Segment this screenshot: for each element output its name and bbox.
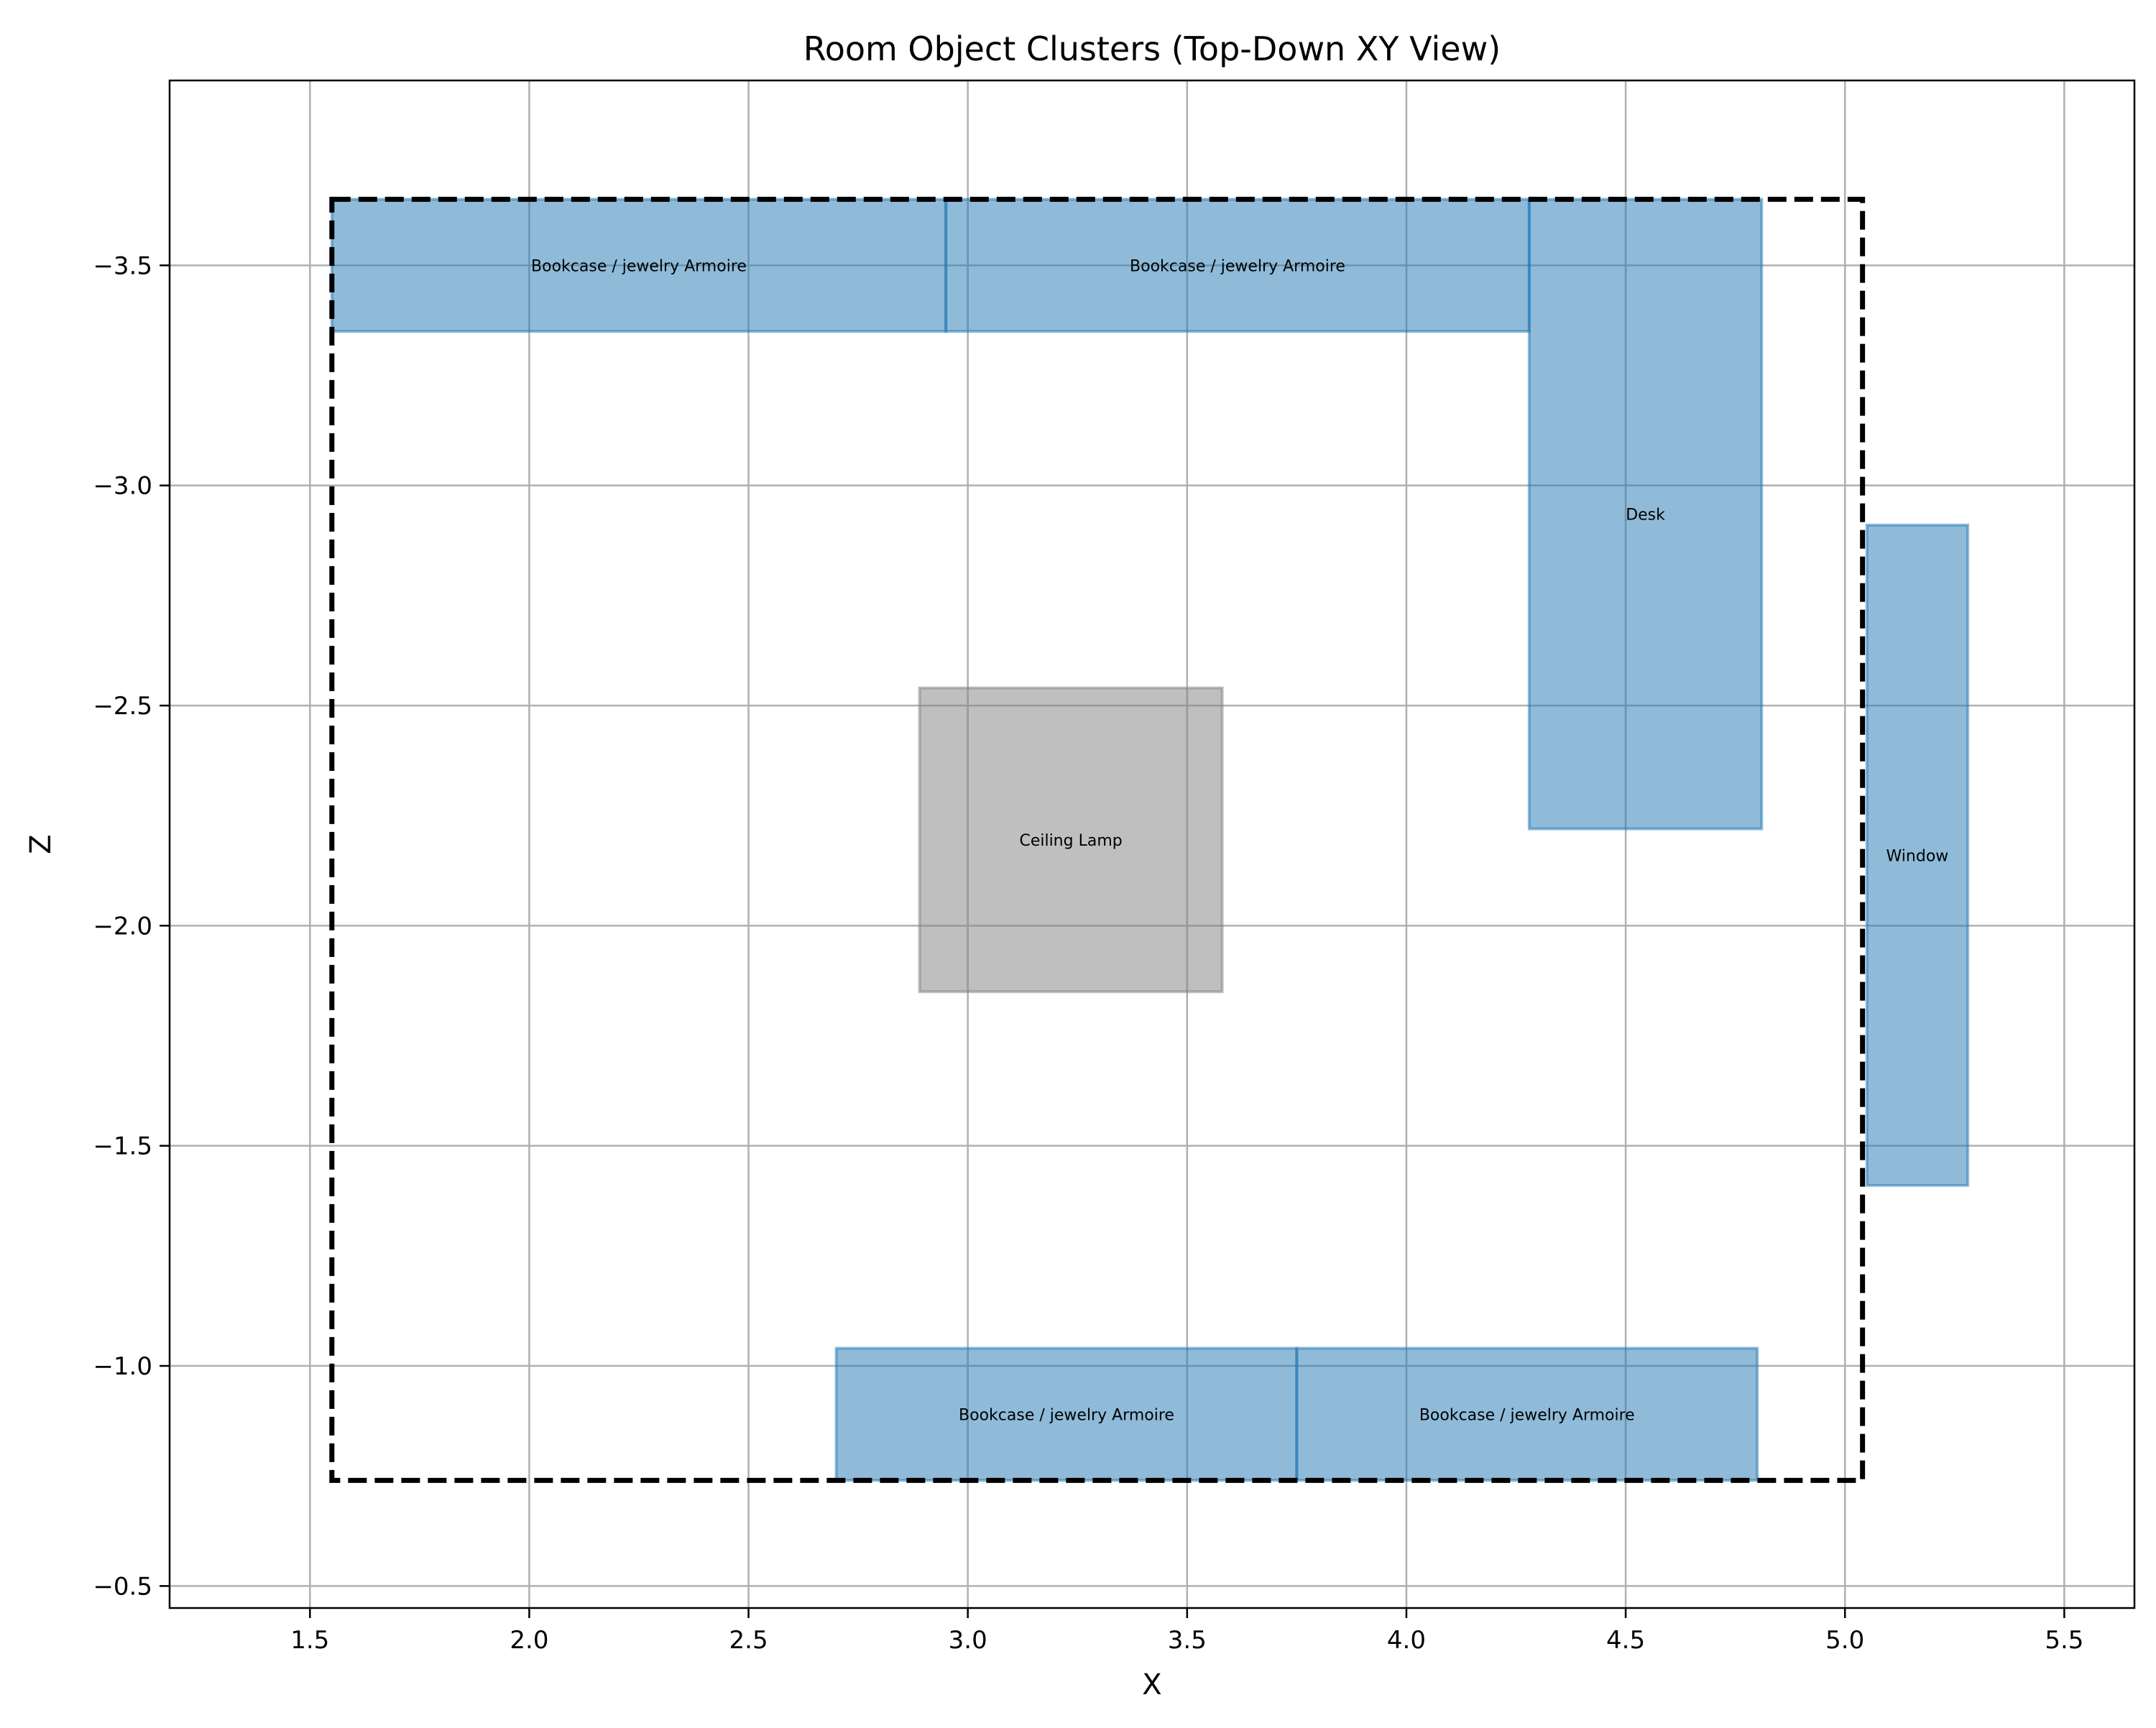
y-axis-label: Z [24,834,57,854]
plot-frame [168,79,2136,1609]
x-tick-label: 4.0 [1387,1626,1426,1655]
y-tick-label: −3.5 [93,251,152,280]
object-rect [918,686,1224,994]
object-rect [1295,1346,1759,1482]
object-rect [944,198,1531,333]
object-rect [1865,523,1970,1187]
object-label: Desk [1626,506,1665,524]
y-tick-label: −3.0 [93,472,152,501]
room-outline-layer [329,196,1866,1483]
tick-layer: 1.5 2.0 2.5 3.0 3.5 4.0 4.5 5.0 5.5 −0.5 −1.0 −1.5 −… [93,251,2083,1655]
y-tick-label: −0.5 [93,1572,152,1601]
x-tick-label: 2.5 [729,1626,768,1655]
object-label: Ceiling Lamp [1019,832,1122,850]
x-tick-label: 3.0 [949,1626,987,1655]
object-label: Bookcase / jewelry Armoire [531,257,747,275]
x-tick-label: 4.5 [1606,1626,1645,1655]
object-label: Window [1886,847,1949,865]
x-tick-label: 2.0 [510,1626,548,1655]
y-tick-label: −2.0 [93,912,152,941]
y-tick-label: −2.5 [93,692,152,721]
object-rect [1527,198,1764,831]
y-tick-label: −1.0 [93,1352,152,1381]
object-label: Bookcase / jewelry Armoire [1130,257,1345,275]
x-tick-label: 5.0 [1825,1626,1864,1655]
x-axis-label: X [1142,1668,1161,1701]
x-tick-label: 1.5 [290,1626,329,1655]
x-tick-label: 3.5 [1168,1626,1207,1655]
room-outline [329,196,1866,1483]
chart-title: Room Object Clusters (Top-Down XY View) [803,29,1501,68]
object-label: Bookcase / jewelry Armoire [1419,1406,1635,1424]
x-tick-label: 5.5 [2045,1626,2083,1655]
y-tick-label: −1.5 [93,1132,152,1161]
object-label-layer: Bookcase / jewelry Armoire Bookcase / jew… [531,257,1948,1424]
object-label: Bookcase / jewelry Armoire [959,1406,1174,1424]
